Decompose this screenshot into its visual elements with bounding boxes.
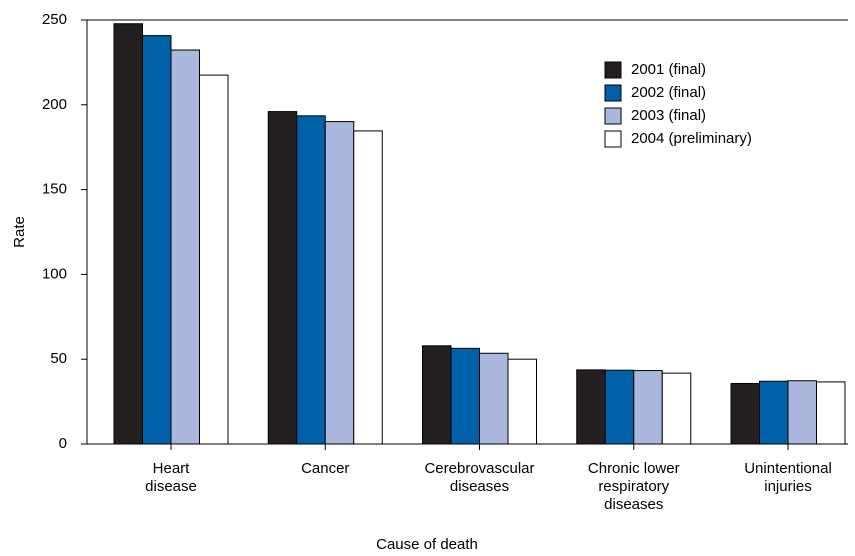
- legend-swatch: [604, 107, 622, 125]
- bar: [633, 370, 663, 445]
- bar: [730, 382, 760, 445]
- x-tick-label: Heart disease: [145, 460, 197, 495]
- legend-label: 2003 (final): [631, 107, 706, 124]
- bar: [353, 130, 383, 445]
- legend-label: 2001 (final): [631, 61, 706, 78]
- y-tick-label: 0: [59, 435, 67, 452]
- y-tick-label: 150: [42, 181, 67, 198]
- bar: [267, 111, 298, 445]
- bar: [199, 74, 229, 445]
- bar: [113, 23, 143, 445]
- bar: [422, 345, 452, 445]
- legend-swatch: [604, 130, 622, 148]
- x-tick-label: Chronic lower respiratory diseases: [587, 460, 680, 513]
- y-tick-label: 50: [50, 350, 67, 367]
- bar: [296, 115, 326, 445]
- bar: [479, 352, 509, 445]
- y-axis-title: Rate: [11, 216, 28, 248]
- y-tick-label: 250: [42, 11, 67, 28]
- bar: [816, 381, 846, 445]
- bar: [604, 369, 635, 445]
- bar: [576, 369, 606, 445]
- legend-swatch: [604, 84, 622, 102]
- y-tick-label: 200: [42, 96, 67, 113]
- legend-label: 2004 (preliminary): [631, 130, 752, 147]
- x-tick-label: Cancer: [301, 460, 350, 477]
- x-axis-title: Cause of death: [376, 536, 478, 553]
- bar: [324, 121, 355, 445]
- legend-swatch: [604, 61, 622, 79]
- bar: [787, 380, 817, 445]
- legend-label: 2002 (final): [631, 84, 706, 101]
- bar: [661, 372, 692, 445]
- bar: [759, 380, 789, 445]
- bar: [450, 347, 480, 445]
- bar: [170, 49, 200, 445]
- x-tick-label: Unintentional injuries: [744, 460, 832, 495]
- x-tick-label: Cerebrovascular diseases: [424, 460, 535, 495]
- y-tick-label: 100: [42, 265, 67, 282]
- bar: [142, 35, 172, 445]
- bar: [507, 358, 537, 445]
